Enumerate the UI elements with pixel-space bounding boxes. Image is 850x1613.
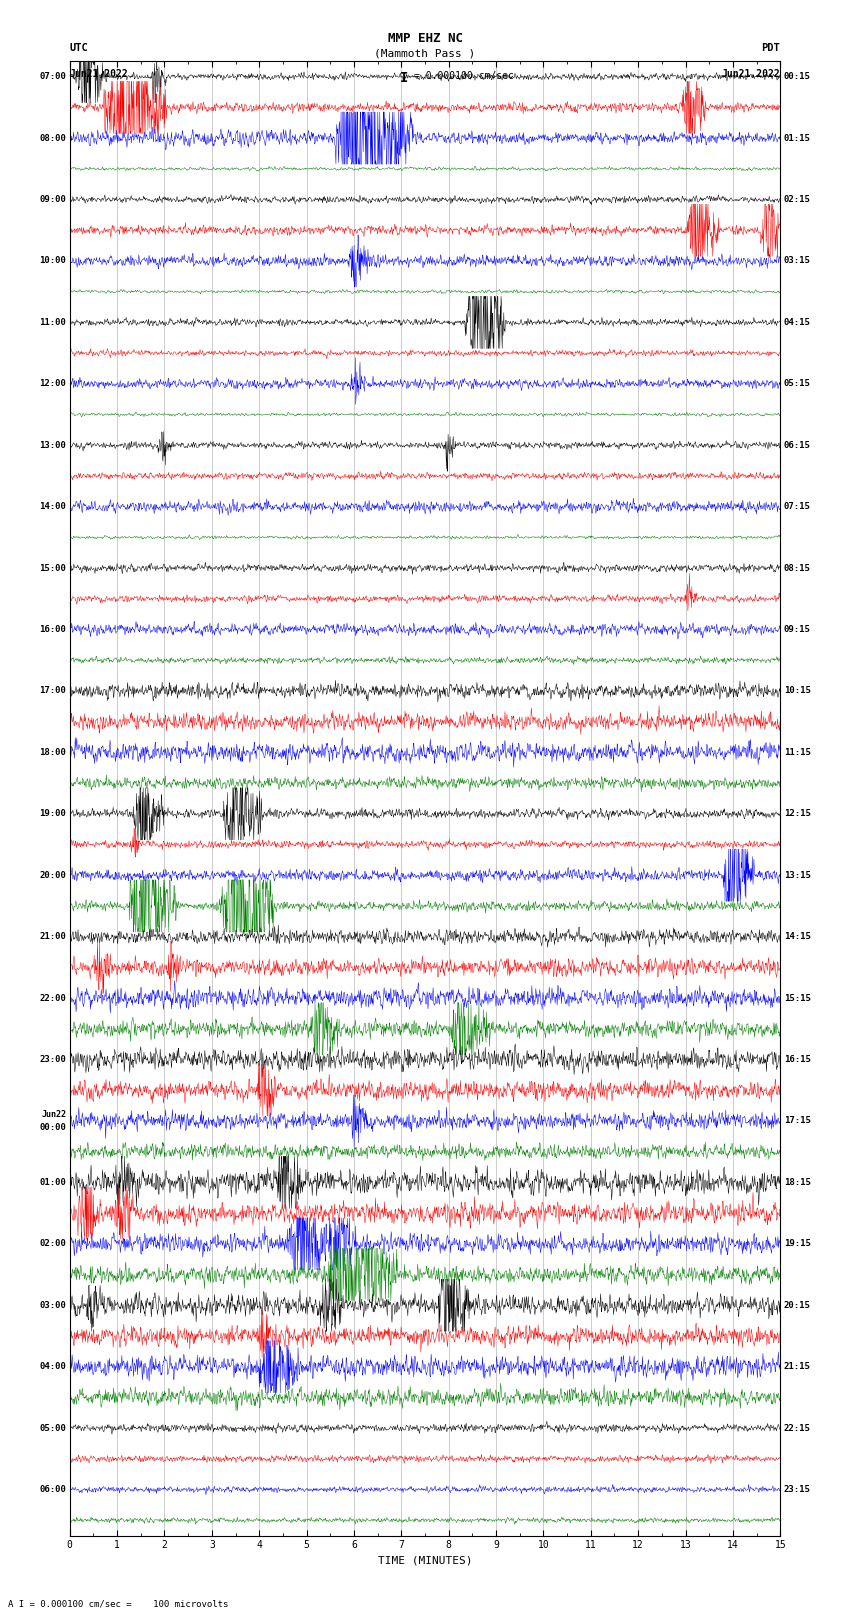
Text: 20:00: 20:00	[39, 871, 66, 879]
Text: 07:15: 07:15	[784, 502, 811, 511]
Text: 21:15: 21:15	[784, 1361, 811, 1371]
Text: 12:00: 12:00	[39, 379, 66, 389]
Text: 08:00: 08:00	[39, 134, 66, 142]
Text: 22:00: 22:00	[39, 994, 66, 1003]
Text: A I = 0.000100 cm/sec =    100 microvolts: A I = 0.000100 cm/sec = 100 microvolts	[8, 1598, 229, 1608]
Text: 01:15: 01:15	[784, 134, 811, 142]
Text: 03:00: 03:00	[39, 1300, 66, 1310]
Text: 22:15: 22:15	[784, 1424, 811, 1432]
Text: 00:00: 00:00	[39, 1123, 66, 1132]
Text: Jun21,2022: Jun21,2022	[722, 69, 780, 79]
Text: = 0.000100 cm/sec: = 0.000100 cm/sec	[414, 71, 513, 81]
X-axis label: TIME (MINUTES): TIME (MINUTES)	[377, 1557, 473, 1566]
Text: 17:00: 17:00	[39, 687, 66, 695]
Text: 17:15: 17:15	[784, 1116, 811, 1126]
Text: 02:00: 02:00	[39, 1239, 66, 1248]
Text: 13:00: 13:00	[39, 440, 66, 450]
Text: 18:00: 18:00	[39, 748, 66, 756]
Text: 04:00: 04:00	[39, 1361, 66, 1371]
Text: 01:00: 01:00	[39, 1177, 66, 1187]
Text: 11:00: 11:00	[39, 318, 66, 327]
Text: 19:15: 19:15	[784, 1239, 811, 1248]
Text: 23:15: 23:15	[784, 1486, 811, 1494]
Text: (Mammoth Pass ): (Mammoth Pass )	[374, 48, 476, 58]
Text: 23:00: 23:00	[39, 1055, 66, 1065]
Text: 05:15: 05:15	[784, 379, 811, 389]
Text: 21:00: 21:00	[39, 932, 66, 940]
Text: 13:15: 13:15	[784, 871, 811, 879]
Text: 06:00: 06:00	[39, 1486, 66, 1494]
Text: 14:00: 14:00	[39, 502, 66, 511]
Text: 12:15: 12:15	[784, 810, 811, 818]
Text: UTC: UTC	[70, 44, 88, 53]
Text: 16:00: 16:00	[39, 624, 66, 634]
Text: 15:15: 15:15	[784, 994, 811, 1003]
Text: 00:15: 00:15	[784, 73, 811, 81]
Text: 08:15: 08:15	[784, 563, 811, 573]
Text: MMP EHZ NC: MMP EHZ NC	[388, 32, 462, 45]
Text: 15:00: 15:00	[39, 563, 66, 573]
Text: 09:00: 09:00	[39, 195, 66, 203]
Text: 16:15: 16:15	[784, 1055, 811, 1065]
Text: 09:15: 09:15	[784, 624, 811, 634]
Text: PDT: PDT	[762, 44, 780, 53]
Text: 11:15: 11:15	[784, 748, 811, 756]
Text: Jun21,2022: Jun21,2022	[70, 69, 128, 79]
Text: 06:15: 06:15	[784, 440, 811, 450]
Text: 02:15: 02:15	[784, 195, 811, 203]
Text: 10:00: 10:00	[39, 256, 66, 266]
Text: 10:15: 10:15	[784, 687, 811, 695]
Text: 07:00: 07:00	[39, 73, 66, 81]
Text: Jun22: Jun22	[42, 1110, 66, 1119]
Text: 20:15: 20:15	[784, 1300, 811, 1310]
Text: 19:00: 19:00	[39, 810, 66, 818]
Text: 05:00: 05:00	[39, 1424, 66, 1432]
Text: 14:15: 14:15	[784, 932, 811, 940]
Text: 03:15: 03:15	[784, 256, 811, 266]
Text: I: I	[400, 71, 408, 85]
Text: 18:15: 18:15	[784, 1177, 811, 1187]
Text: 04:15: 04:15	[784, 318, 811, 327]
